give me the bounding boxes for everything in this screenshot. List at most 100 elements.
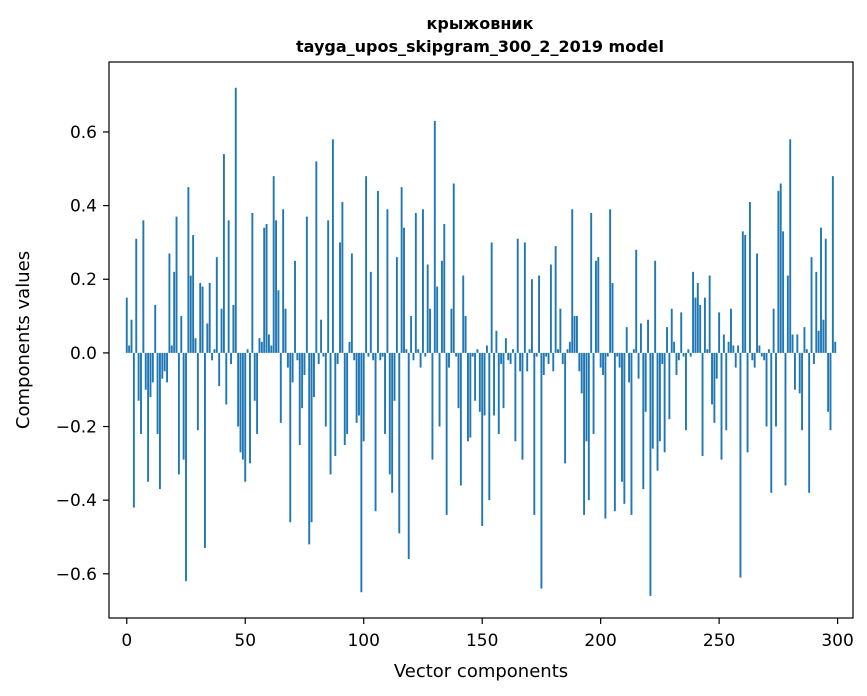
bar (651, 352, 654, 449)
bar (592, 352, 595, 434)
bar (566, 349, 569, 353)
bar (301, 352, 304, 409)
bar (467, 352, 469, 442)
bar (533, 352, 536, 515)
bar (530, 279, 533, 353)
bar (796, 334, 799, 353)
bar (144, 352, 147, 390)
bar (827, 352, 830, 412)
bar (668, 352, 671, 420)
bar (436, 286, 439, 353)
bar (744, 235, 747, 353)
bar (535, 352, 538, 357)
bar (609, 209, 612, 353)
bar (471, 352, 474, 357)
bar (350, 253, 353, 353)
bar (331, 139, 334, 353)
chart-subtitle: tayga_upos_skipgram_300_2_2019 model (296, 37, 664, 56)
bar (824, 238, 827, 353)
bar (805, 349, 808, 353)
bar (230, 352, 232, 364)
x-axis-label: Vector components (394, 661, 568, 682)
bar (720, 352, 723, 460)
bar (692, 271, 695, 353)
bar (725, 352, 728, 431)
bar (476, 349, 479, 353)
bar (635, 249, 638, 353)
y-axis-label: Components values (13, 251, 34, 429)
bar (753, 352, 756, 368)
bar (393, 352, 396, 401)
bar (512, 349, 514, 353)
bar (265, 224, 268, 353)
bar (132, 352, 135, 508)
bar (308, 352, 311, 545)
bar (644, 352, 647, 412)
bar (291, 352, 294, 383)
bar (296, 352, 299, 361)
bar (149, 352, 152, 398)
bar (587, 352, 590, 501)
bar (687, 349, 690, 353)
bar (540, 352, 543, 589)
bar (239, 352, 242, 453)
bar (170, 345, 173, 353)
bar (163, 352, 166, 372)
bar (495, 330, 498, 353)
bar (270, 345, 273, 353)
bar (298, 352, 301, 445)
bar (649, 352, 652, 596)
bar (177, 352, 180, 475)
bar (557, 349, 559, 353)
bar (493, 352, 495, 416)
bar (400, 187, 403, 353)
bar (791, 334, 794, 353)
bar (616, 352, 619, 357)
bar (128, 345, 131, 353)
bar (424, 352, 427, 357)
bar (815, 271, 818, 353)
bar (462, 275, 465, 353)
bar (538, 275, 540, 353)
bar (739, 352, 742, 578)
bar (526, 352, 529, 372)
bar (272, 176, 275, 353)
bar (786, 275, 789, 353)
bar (637, 352, 640, 379)
bar (201, 286, 204, 353)
bar (173, 271, 176, 353)
bar (758, 345, 761, 353)
bar (279, 352, 282, 423)
bar (573, 316, 576, 353)
x-tick-label: 200 (584, 631, 616, 651)
bar (760, 352, 763, 357)
bar (277, 290, 280, 353)
bar (204, 352, 206, 549)
bar (251, 212, 254, 353)
bar (211, 352, 214, 361)
bar (734, 352, 737, 368)
bar (329, 352, 332, 475)
bar (324, 352, 327, 427)
bar (258, 338, 261, 353)
bar (798, 352, 801, 394)
bar (552, 352, 555, 372)
bar (384, 352, 386, 434)
bar (388, 352, 391, 475)
bar (682, 352, 685, 357)
bar (246, 349, 249, 353)
bar (711, 352, 713, 405)
bar (362, 352, 365, 442)
bar (367, 352, 370, 357)
bar (410, 316, 413, 353)
bar (185, 352, 187, 582)
bar (767, 349, 770, 353)
bar (502, 352, 505, 409)
bar (168, 253, 171, 353)
bar (561, 352, 564, 364)
x-axis-ticks: 0 50 100 150 200 250 300 (121, 618, 854, 651)
bar (514, 352, 517, 442)
bar (831, 176, 834, 353)
bar (192, 235, 195, 353)
x-tick-label: 150 (466, 631, 498, 651)
